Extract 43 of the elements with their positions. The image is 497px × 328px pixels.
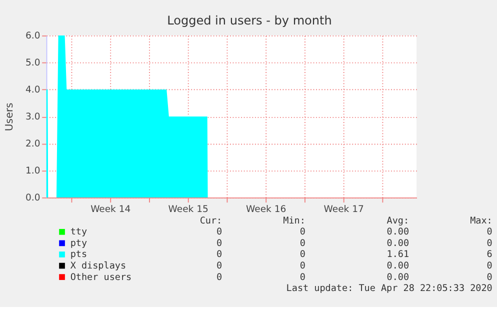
x-tick-label: Week 17 — [324, 204, 364, 215]
text: 0.00 — [386, 226, 410, 238]
text: 0 — [486, 260, 492, 272]
text: 0 — [486, 226, 492, 238]
text: Avg: — [386, 215, 410, 226]
text: 0 — [486, 272, 492, 283]
text: 0 — [300, 260, 306, 272]
legend-label: Other users — [70, 272, 132, 283]
text: Max: — [470, 215, 492, 226]
legend-label: pty — [70, 238, 88, 249]
y-tick-label: 0.0 — [26, 192, 40, 204]
y-tick-label: 2.0 — [26, 138, 40, 150]
text: Last update: Tue Apr 28 22:05:33 2020 — [286, 283, 492, 294]
chart-title: Logged in users - by month — [167, 13, 332, 28]
y-tick-label: 5.0 — [26, 58, 40, 69]
text: 0 — [300, 249, 306, 260]
text: Cur: — [200, 215, 222, 226]
text: 0.00 — [386, 238, 410, 249]
legend-label: tty — [70, 226, 88, 238]
text: 0 — [300, 272, 306, 283]
y-tick-label: 6.0 — [26, 30, 40, 42]
x-tick-label: Week 16 — [246, 204, 286, 215]
x-tick-label: Week 14 — [90, 204, 131, 215]
text: 0 — [300, 226, 306, 238]
legend-label: pts — [70, 249, 88, 260]
text: 0 — [486, 238, 492, 249]
text: Min: — [283, 215, 306, 226]
y-tick-label: 1.0 — [26, 166, 40, 177]
x-tick-label: Week 15 — [168, 204, 208, 215]
text: 0 — [216, 226, 222, 238]
text: 0 — [300, 238, 306, 249]
text: 0 — [216, 272, 222, 283]
text: 0.00 — [386, 260, 410, 272]
y-tick-label: 3.0 — [26, 112, 40, 123]
text: 0.00 — [386, 272, 410, 283]
legend-label: X displays — [70, 260, 126, 272]
text: 0 — [216, 249, 222, 260]
text: 0 — [216, 260, 222, 272]
y-axis-title: Users — [4, 102, 16, 132]
y-tick-label: 4.0 — [26, 84, 40, 96]
text: 0 — [216, 238, 222, 249]
text: 6 — [486, 249, 492, 260]
text: 1.61 — [386, 249, 410, 260]
